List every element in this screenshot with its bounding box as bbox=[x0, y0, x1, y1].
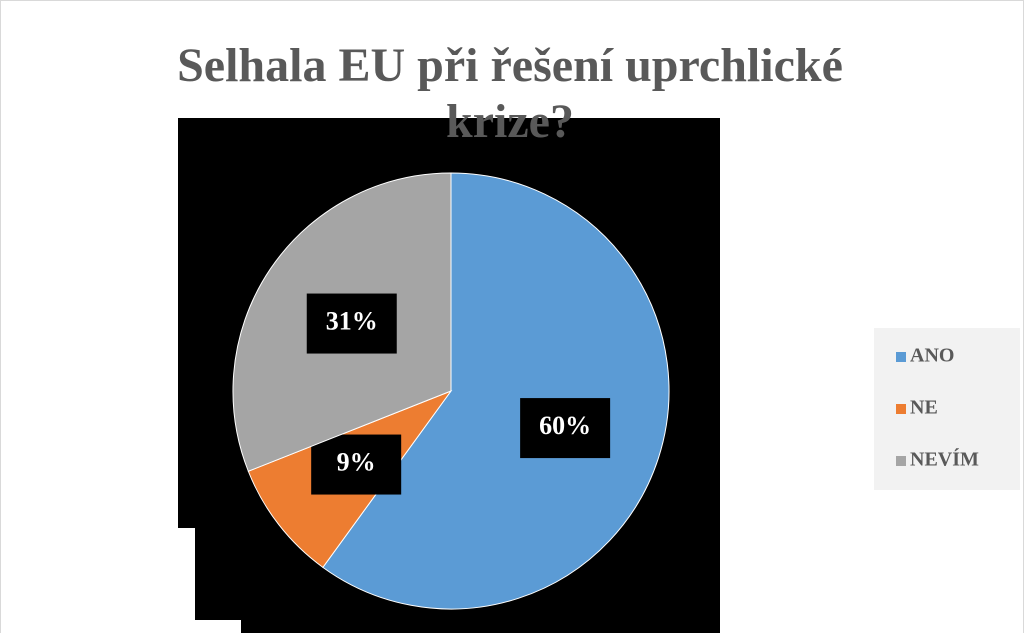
data-label-box bbox=[311, 434, 402, 495]
data-label: 60% bbox=[539, 411, 591, 440]
chart-title: Selhala EU při řešení uprchlické krize? bbox=[177, 39, 843, 148]
legend-swatch bbox=[896, 352, 906, 362]
pie-slice bbox=[322, 172, 670, 610]
data-label-box bbox=[306, 293, 397, 354]
legend-label: NEVÍM bbox=[910, 448, 979, 471]
legend-swatch bbox=[896, 404, 906, 414]
data-label: 31% bbox=[326, 307, 378, 336]
legend-label: ANO bbox=[910, 345, 954, 367]
data-label: 9% bbox=[337, 448, 376, 477]
legend-label: NE bbox=[910, 397, 938, 419]
legend-swatch bbox=[896, 456, 906, 466]
data-label-box bbox=[520, 398, 611, 459]
